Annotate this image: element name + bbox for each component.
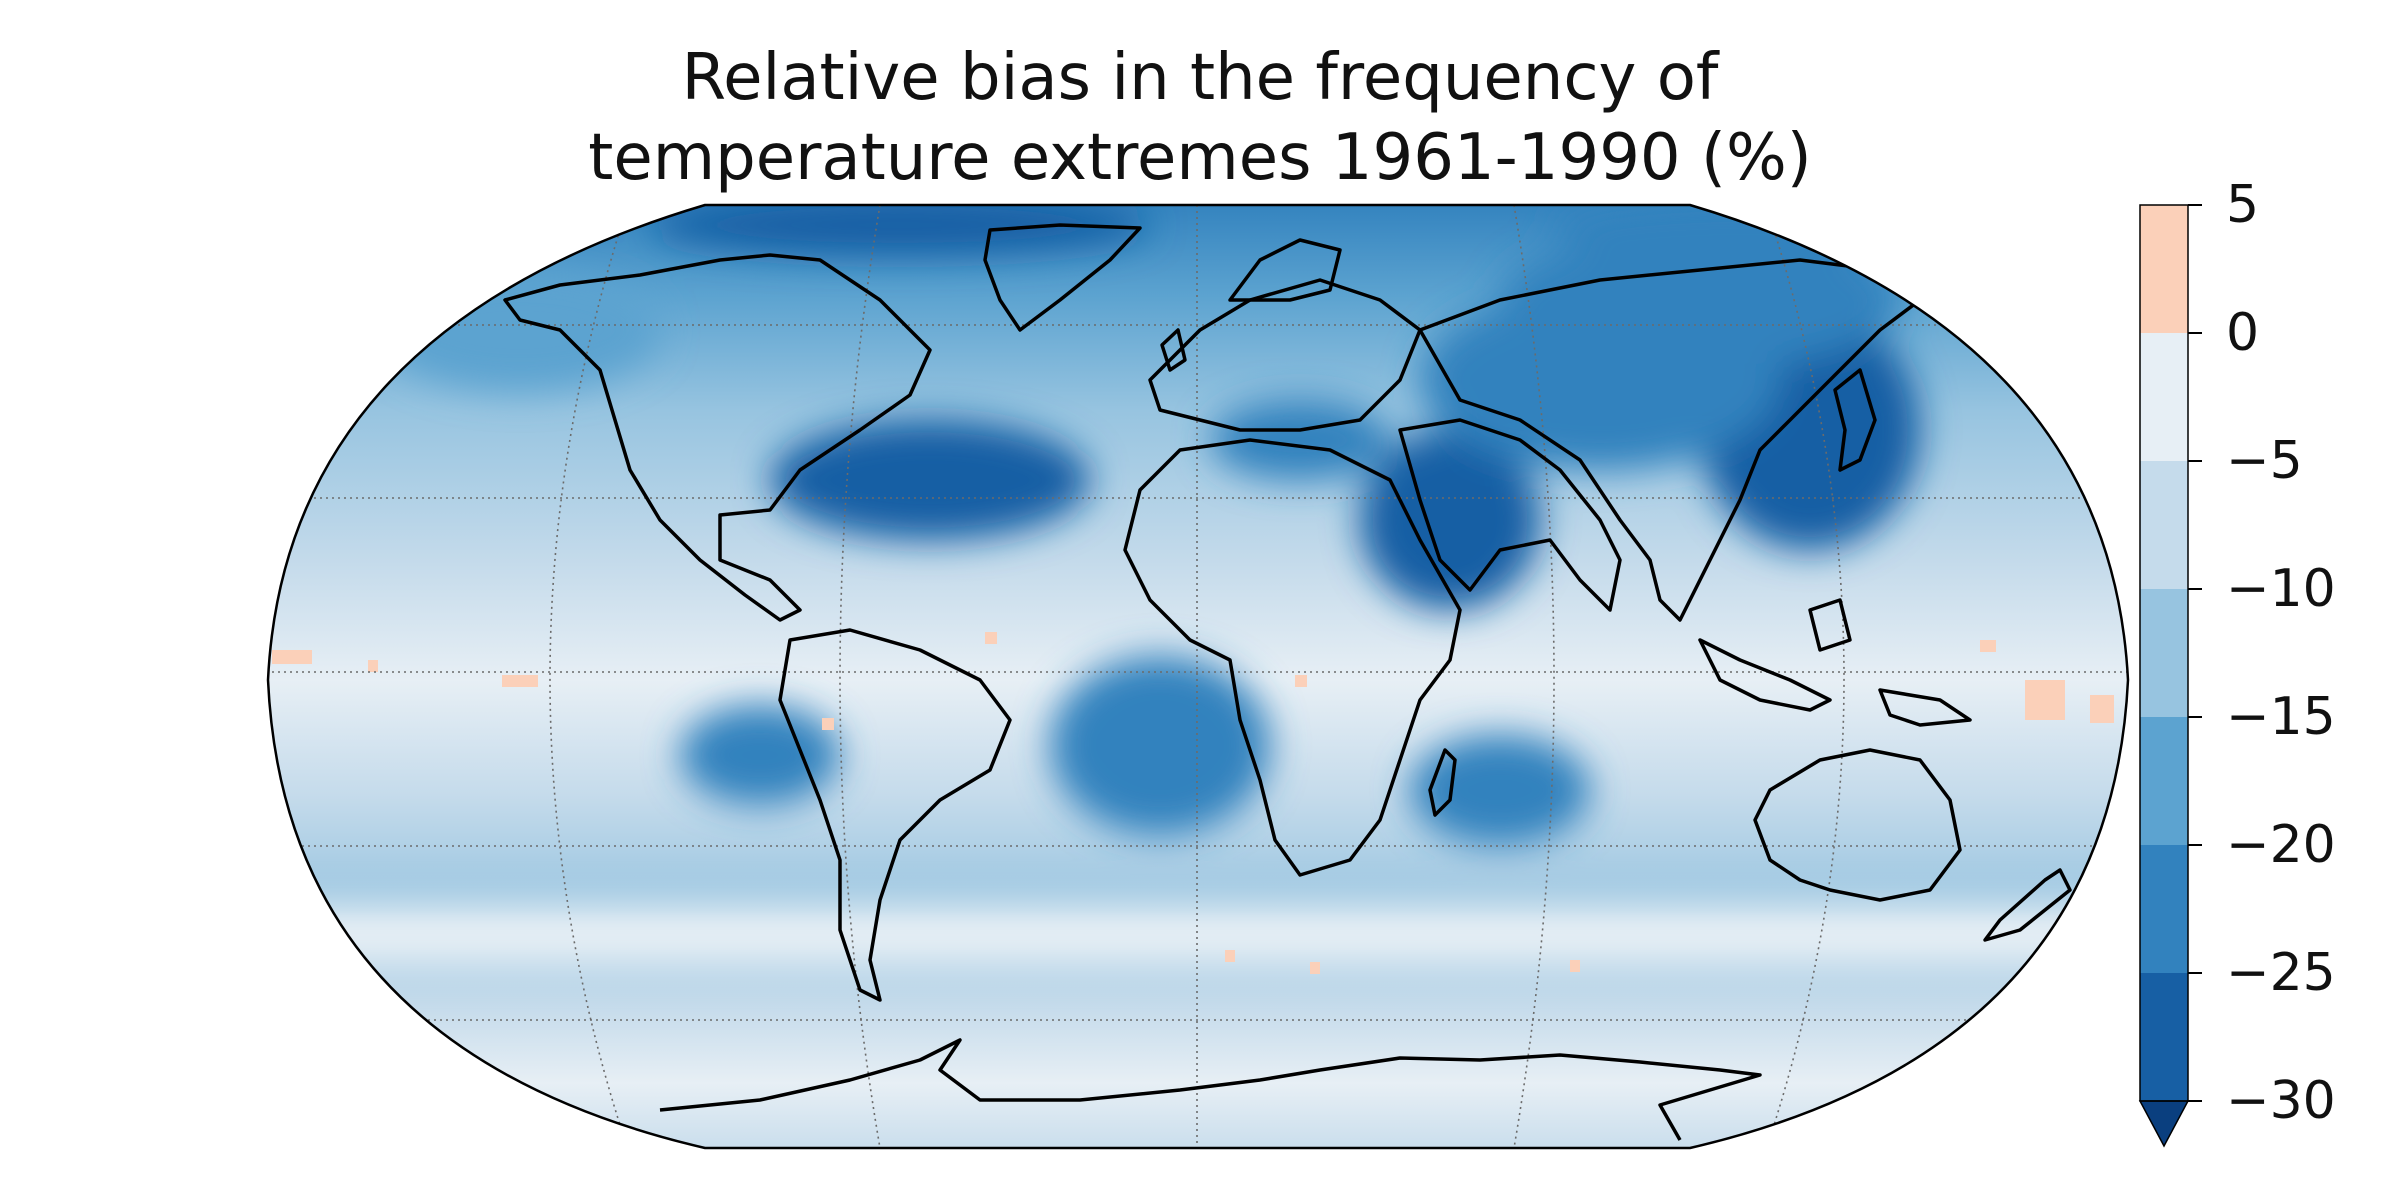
colorbar-segment <box>2140 205 2188 333</box>
colorbar-segment <box>2140 717 2188 845</box>
colorbar-segment <box>2140 973 2188 1101</box>
bias-field <box>268 205 2128 1148</box>
map-title: Relative bias in the frequency of temper… <box>0 38 2400 198</box>
colorbar-tick-label: −30 <box>2226 1071 2336 1131</box>
colorbar-tick-label: −25 <box>2226 943 2336 1003</box>
colorbar-tick-label: −20 <box>2226 815 2336 875</box>
colorbar-tick-label: −5 <box>2226 431 2303 491</box>
colorbar-segment <box>2140 845 2188 973</box>
colorbar <box>2138 204 2202 1148</box>
colorbar-segment <box>2140 589 2188 717</box>
globe-outline <box>266 203 2130 1150</box>
graticule <box>268 205 2128 1148</box>
title-line-2: temperature extremes 1961-1990 (%) <box>588 121 1812 195</box>
positive-bias-cells <box>272 632 2114 974</box>
colorbar-tick-label: −15 <box>2226 687 2336 747</box>
title-line-1: Relative bias in the frequency of <box>681 41 1719 115</box>
colorbar-segment <box>2140 333 2188 461</box>
colorbar-tick-label: −10 <box>2226 559 2336 619</box>
colorbar-extend-arrow <box>2138 1100 2190 1148</box>
colorbar-tick-label: 0 <box>2226 303 2260 363</box>
colorbar-segment <box>2140 461 2188 589</box>
colorbar-outline <box>2139 204 2189 1102</box>
coastlines <box>503 223 2072 1141</box>
colorbar-tick-label: 5 <box>2226 175 2260 235</box>
